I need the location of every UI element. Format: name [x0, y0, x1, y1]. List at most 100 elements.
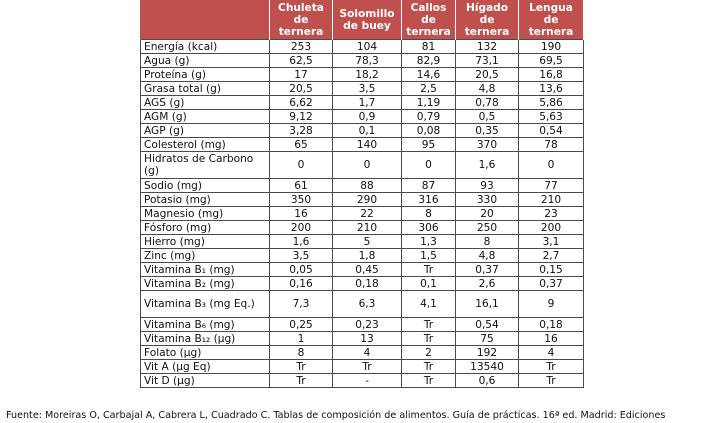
nutrient-value: -	[332, 373, 402, 388]
header-chuleta: Chuleta de ternera	[269, 0, 333, 40]
nutrient-name: Vitamina B₃ (mg Eq.)	[140, 290, 270, 318]
table-row: Magnesio (mg) 16 22 8 20 23	[140, 206, 584, 221]
nutrient-value: 316	[401, 192, 456, 207]
nutrient-value: 4	[332, 345, 402, 360]
nutrient-value: 8	[269, 345, 333, 360]
nutrient-value: 0	[518, 151, 584, 179]
nutrient-value: 78,3	[332, 53, 402, 68]
nutrient-value: 5,86	[518, 95, 584, 110]
nutrient-value: 95	[401, 137, 456, 152]
nutrient-value: 140	[332, 137, 402, 152]
nutrient-name: Potasio (mg)	[140, 192, 270, 207]
nutrient-value: 132	[455, 39, 519, 54]
nutrient-value: 14,6	[401, 67, 456, 82]
nutrient-value: 20,5	[455, 67, 519, 82]
nutrient-value: 330	[455, 192, 519, 207]
nutrient-value: 200	[269, 220, 333, 235]
nutrient-value: 93	[455, 178, 519, 193]
nutrient-value: 9,12	[269, 109, 333, 124]
nutrient-value: 61	[269, 178, 333, 193]
header-row: Chuleta de ternera Solomillo de buey Cal…	[140, 0, 584, 40]
nutrient-name: AGM (g)	[140, 109, 270, 124]
nutrient-value: 18,2	[332, 67, 402, 82]
nutrient-value: Tr	[332, 359, 402, 374]
header-corner	[140, 0, 270, 40]
nutrient-value: 20	[455, 206, 519, 221]
nutrient-value: 13,6	[518, 81, 584, 96]
nutrient-value: 5	[332, 234, 402, 249]
table-row: Vitamina B₁₂ (µg) 1 13 Tr 75 16	[140, 331, 584, 346]
nutrient-value: 3,5	[269, 248, 333, 263]
table-row: Hidratos de Carbono (g) 0 0 0 1,6 0	[140, 151, 584, 179]
table-row: Vit D (µg) Tr - Tr 0,6 Tr	[140, 373, 584, 388]
nutrient-value: 62,5	[269, 53, 333, 68]
nutrient-value: 3,5	[332, 81, 402, 96]
nutrient-value: 0,37	[455, 262, 519, 277]
table-row: Grasa total (g) 20,5 3,5 2,5 4,8 13,6	[140, 81, 584, 96]
nutrient-value: 0,18	[518, 317, 584, 332]
nutrient-value: 210	[332, 220, 402, 235]
nutrient-value: 0,78	[455, 95, 519, 110]
nutrient-value: 8	[455, 234, 519, 249]
nutrient-value: 190	[518, 39, 584, 54]
nutrient-value: Tr	[401, 373, 456, 388]
nutrient-name: Colesterol (mg)	[140, 137, 270, 152]
nutrient-value: 104	[332, 39, 402, 54]
nutrient-value: 1,7	[332, 95, 402, 110]
table-row: Vit A (µg Eq) Tr Tr Tr 13540 Tr	[140, 359, 584, 374]
nutrient-value: 13540	[455, 359, 519, 374]
nutrient-name: Proteína (g)	[140, 67, 270, 82]
nutrient-value: 13	[332, 331, 402, 346]
nutrient-value: 4,8	[455, 248, 519, 263]
nutrient-name: Vitamina B₆ (mg)	[140, 317, 270, 332]
nutrient-value: 0,9	[332, 109, 402, 124]
nutrient-name: AGS (g)	[140, 95, 270, 110]
nutrient-name: Vit A (µg Eq)	[140, 359, 270, 374]
nutrient-value: 75	[455, 331, 519, 346]
nutrient-value: 78	[518, 137, 584, 152]
nutrient-value: 3,1	[518, 234, 584, 249]
nutrient-name: Hidratos de Carbono (g)	[140, 151, 270, 179]
nutrient-name: Vitamina B₂ (mg)	[140, 276, 270, 291]
table-row: Energía (kcal) 253 104 81 132 190	[140, 39, 584, 54]
nutrient-value: 0,25	[269, 317, 333, 332]
nutrient-value: 0,37	[518, 276, 584, 291]
nutrient-value: 0,45	[332, 262, 402, 277]
table-row: Agua (g) 62,5 78,3 82,9 73,1 69,5	[140, 53, 584, 68]
nutrient-value: 0,16	[269, 276, 333, 291]
nutrient-value: 9	[518, 290, 584, 318]
nutrient-name: Sodio (mg)	[140, 178, 270, 193]
nutrient-name: Agua (g)	[140, 53, 270, 68]
table-row: Folato (µg) 8 4 2 192 4	[140, 345, 584, 360]
nutrient-value: 6,3	[332, 290, 402, 318]
nutrient-value: 2,5	[401, 81, 456, 96]
nutrient-value: 0,35	[455, 123, 519, 138]
table-row: Zinc (mg) 3,5 1,8 1,5 4,8 2,7	[140, 248, 584, 263]
nutrient-value: 370	[455, 137, 519, 152]
nutrient-value: 82,9	[401, 53, 456, 68]
nutrient-value: 210	[518, 192, 584, 207]
nutrient-value: 0,1	[401, 276, 456, 291]
nutrient-value: 0,54	[518, 123, 584, 138]
nutrient-name: Grasa total (g)	[140, 81, 270, 96]
nutrient-name: Zinc (mg)	[140, 248, 270, 263]
source-note: Fuente: Moreiras O, Carbajal A, Cabrera …	[6, 410, 666, 421]
nutrient-value: 77	[518, 178, 584, 193]
nutrient-name: Vit D (µg)	[140, 373, 270, 388]
nutrient-value: 65	[269, 137, 333, 152]
nutrient-value: 1,5	[401, 248, 456, 263]
nutrient-value: 87	[401, 178, 456, 193]
nutrient-name: AGP (g)	[140, 123, 270, 138]
nutrient-value: 22	[332, 206, 402, 221]
nutrient-value: 250	[455, 220, 519, 235]
nutrient-value: 0	[269, 151, 333, 179]
nutrient-value: 0,5	[455, 109, 519, 124]
nutrient-value: 200	[518, 220, 584, 235]
table-row: Vitamina B₆ (mg) 0,25 0,23 Tr 0,54 0,18	[140, 317, 584, 332]
nutrient-value: Tr	[401, 262, 456, 277]
table-row: Colesterol (mg) 65 140 95 370 78	[140, 137, 584, 152]
nutrient-value: 3,28	[269, 123, 333, 138]
nutrient-value: 253	[269, 39, 333, 54]
nutrient-value: 0,08	[401, 123, 456, 138]
nutrient-value: 1,6	[455, 151, 519, 179]
